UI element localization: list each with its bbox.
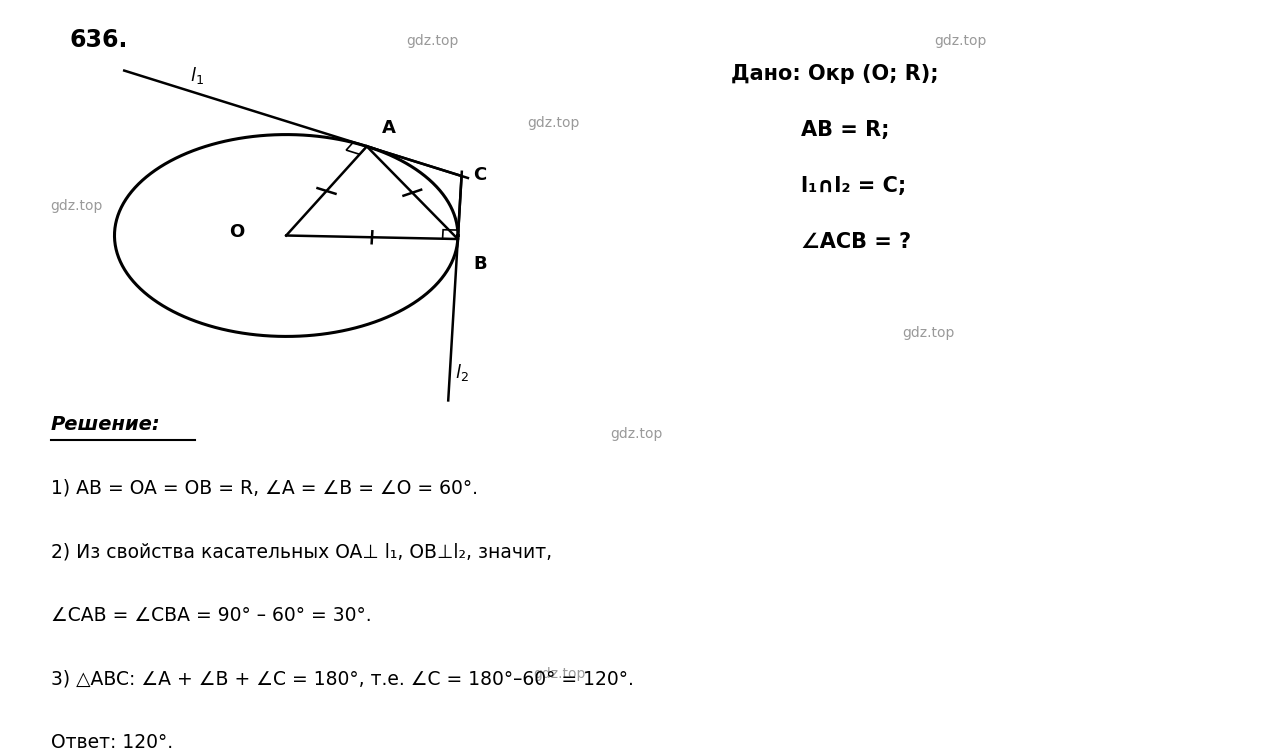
Text: $l_1$: $l_1$: [190, 65, 204, 86]
Text: gdz.top: gdz.top: [609, 427, 663, 441]
Text: 3) △ABC: ∠A + ∠B + ∠C = 180°, т.е. ∠C = 180°–60° = 120°.: 3) △ABC: ∠A + ∠B + ∠C = 180°, т.е. ∠C = …: [51, 669, 633, 688]
Text: ∠ACB = ?: ∠ACB = ?: [801, 232, 912, 251]
Text: Решение:: Решение:: [51, 415, 160, 434]
Text: $l_2$: $l_2$: [454, 362, 468, 383]
Text: l₁∩l₂ = C;: l₁∩l₂ = C;: [801, 176, 907, 196]
Text: C: C: [473, 165, 486, 183]
Text: Дано: Окр (O; R);: Дано: Окр (O; R);: [731, 63, 939, 84]
Text: gdz.top: gdz.top: [50, 199, 103, 213]
Text: gdz.top: gdz.top: [902, 325, 955, 340]
Text: AB = R;: AB = R;: [801, 119, 890, 140]
Text: O: O: [229, 223, 244, 241]
Text: Ответ: 120°.: Ответ: 120°.: [51, 732, 173, 752]
Text: 636.: 636.: [70, 29, 128, 52]
Text: gdz.top: gdz.top: [533, 667, 586, 681]
Text: B: B: [473, 255, 487, 273]
Text: 1) AB = OA = OB = R, ∠A = ∠B = ∠O = 60°.: 1) AB = OA = OB = R, ∠A = ∠B = ∠O = 60°.: [51, 479, 478, 498]
Text: gdz.top: gdz.top: [406, 34, 459, 48]
Text: A: A: [382, 119, 396, 137]
Text: 2) Из свойства касательных OA⊥ l₁, OB⊥l₂, значит,: 2) Из свойства касательных OA⊥ l₁, OB⊥l₂…: [51, 542, 552, 561]
Text: gdz.top: gdz.top: [934, 34, 987, 48]
Text: gdz.top: gdz.top: [527, 116, 580, 131]
Text: ∠CAB = ∠CBA = 90° – 60° = 30°.: ∠CAB = ∠CBA = 90° – 60° = 30°.: [51, 606, 371, 624]
